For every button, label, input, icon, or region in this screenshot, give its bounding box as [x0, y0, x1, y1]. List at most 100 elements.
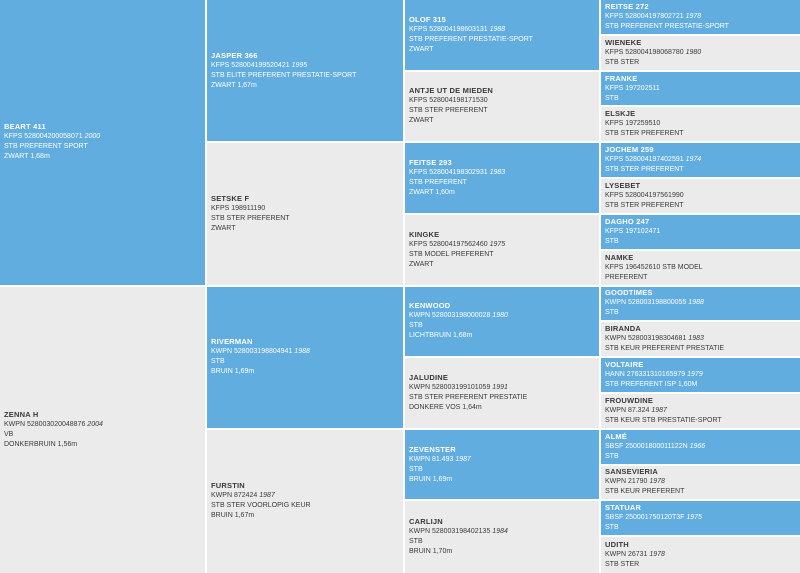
horse-predicate: PREFERENT: [605, 273, 648, 281]
pedigree-cell-g4-7[interactable]: NAMKE KFPS 196452610 STB MODEL PREFERENT: [601, 250, 800, 285]
horse-name[interactable]: ZEVENSTER: [409, 444, 456, 454]
horse-predicate: STB STER PREFERENT: [605, 166, 684, 174]
pedigree-cell-g4-14[interactable]: STATUAR SBSF 250001750120T3F 1975 STB: [601, 501, 800, 536]
horse-predicate: STB PREFERENT PRESTATIE-SPORT: [409, 35, 533, 43]
horse-registration: KFPS 528004200058071 2000: [4, 132, 201, 142]
horse-name[interactable]: STATUAR: [605, 503, 642, 513]
horse-name[interactable]: SETSKE F: [211, 193, 250, 203]
registration-number: KFPS 197202511: [605, 84, 660, 92]
pedigree-cell-g4-12[interactable]: ALMÉ SBSF 250001800011122N 1966 STB: [601, 429, 800, 464]
horse-color-height: BRUIN 1,69m: [409, 475, 453, 483]
horse-name[interactable]: GOODTIMES: [605, 288, 653, 298]
horse-info: REITSE 272 KFPS 528004197802721 1978 STB P…: [601, 2, 800, 32]
registration-number: SBSF 250001750120T3F: [605, 514, 685, 522]
horse-info: STATUAR SBSF 250001750120T3F 1975 STB: [601, 503, 800, 533]
pedigree-cell-g4-0[interactable]: REITSE 272 KFPS 528004197802721 1978 STB P…: [601, 0, 800, 34]
birth-year: 1975: [489, 240, 506, 248]
registration-number: KWPN 81.493: [409, 455, 454, 463]
pedigree-cell-g3-7[interactable]: CARLIJN KWPN 528003198402135 1984 STB BRUIN…: [405, 501, 599, 573]
horse-color-height: ZWART 1,67m: [211, 81, 257, 89]
horse-name[interactable]: FRANKE: [605, 73, 638, 83]
horse-registration: KFPS 528004197802721 1978: [605, 12, 796, 22]
horse-info: CARLIJN KWPN 528003198402135 1984 STB BRUIN…: [405, 517, 599, 557]
pedigree-cell-g2-1[interactable]: SETSKE F KFPS 198911190 STB STER PREFERENT…: [207, 143, 403, 285]
pedigree-cell-g1-1[interactable]: ZENNA H KWPN 528003020048876 2004 VB DONKER…: [0, 286, 205, 573]
horse-predicate: STB KEUR PREFERENT PRESTATIE: [605, 345, 725, 353]
horse-name[interactable]: REITSE 272: [605, 1, 649, 11]
horse-registration: KFPS 528004197402591 1974: [605, 155, 796, 165]
pedigree-cell-g3-3[interactable]: KINGKE KFPS 528004197562460 1975 STB MODEL…: [405, 214, 599, 285]
pedigree-cell-g4-8[interactable]: GOODTIMES KWPN 528003198800055 1988 STB: [601, 286, 800, 321]
horse-info: VOLTAIRE HANN 276331310165979 1979 STB PRE…: [601, 360, 800, 390]
horse-name[interactable]: BEART 411: [4, 122, 46, 132]
birth-year: 1988: [688, 299, 704, 307]
horse-name[interactable]: NAMKE: [605, 252, 634, 262]
horse-info: WIENEKE KFPS 528004198068780 1980 STB STER: [601, 38, 800, 68]
horse-predicate: STB STER PREFERENT: [605, 130, 684, 138]
registration-number: SBSF 250001800011122N: [605, 442, 688, 450]
horse-name[interactable]: DAGHO 247: [605, 216, 650, 226]
pedigree-cell-g3-1[interactable]: ANTJE UT DE MIEDEN KFPS 528004198171530 ST…: [405, 71, 599, 142]
horse-name[interactable]: FURSTIN: [211, 481, 245, 491]
horse-info: FRANKE KFPS 197202511 STB: [601, 74, 800, 104]
birth-year: 1980: [685, 48, 702, 56]
horse-predicate: STB: [211, 358, 225, 366]
horse-info: LYSEBET KFPS 528004197561990 STB STER PREF…: [601, 181, 800, 211]
pedigree-cell-g4-3[interactable]: ELSKJE KFPS 197259510 STB STER PREFERENT: [601, 107, 800, 142]
pedigree-cell-g4-6[interactable]: DAGHO 247 KFPS 197102471 STB: [601, 214, 800, 249]
pedigree-cell-g4-1[interactable]: WIENEKE KFPS 528004198068780 1980 STB STER: [601, 35, 800, 70]
horse-name[interactable]: LYSEBET: [605, 180, 641, 190]
horse-name[interactable]: ZENNA H: [4, 409, 39, 419]
horse-name[interactable]: JASPER 366: [211, 50, 258, 60]
horse-name[interactable]: BIRANDA: [605, 324, 641, 334]
horse-name[interactable]: FROUWDINE: [605, 395, 654, 405]
horse-info: JASPER 366 KFPS 528004199520421 1995 STB E…: [207, 51, 403, 91]
pedigree-cell-g3-5[interactable]: JALUDINE KWPN 528003199101059 1991 STB STE…: [405, 358, 599, 428]
horse-registration: KFPS 198911190: [211, 204, 399, 214]
pedigree-cell-g4-10[interactable]: VOLTAIRE HANN 276331310165979 1979 STB PRE…: [601, 358, 800, 392]
pedigree-cell-g4-5[interactable]: LYSEBET KFPS 528004197561990 STB STER PREF…: [601, 179, 800, 213]
pedigree-cell-g3-2[interactable]: FEITSE 293 KFPS 528004198302931 1983 STB P…: [405, 143, 599, 213]
horse-info: ZEVENSTER KWPN 81.493 1987 STB BRUIN 1,69m: [405, 445, 599, 485]
horse-name[interactable]: RIVERMAN: [211, 337, 253, 347]
pedigree-cell-g4-4[interactable]: JOCHEM 259 KFPS 528004197402591 1974 STB S…: [601, 143, 800, 178]
horse-name[interactable]: KENWOOD: [409, 301, 451, 311]
birth-year: 2004: [87, 420, 103, 428]
registration-number: KFPS 528004200058071: [4, 133, 83, 141]
pedigree-cell-g4-11[interactable]: FROUWDINE KWPN 87.324 1987 STB KEUR STB PR…: [601, 393, 800, 428]
pedigree-cell-g2-2[interactable]: RIVERMAN KWPN 528003198804941 1988 STB BRUI…: [207, 286, 403, 428]
horse-name[interactable]: ELSKJE: [605, 109, 636, 119]
horse-name[interactable]: FEITSE 293: [409, 158, 452, 168]
pedigree-cell-g4-15[interactable]: UDITH KWPN 26731 1978 STB STER: [601, 537, 800, 573]
horse-info: ALMÉ SBSF 250001800011122N 1966 STB: [601, 432, 800, 462]
horse-registration: KWPN 528003020048876 2004: [4, 420, 201, 430]
horse-registration: SBSF 250001800011122N 1966: [605, 442, 796, 452]
pedigree-cell-g4-13[interactable]: SANSEVIERIA KWPN 21790 1978 STB KEUR PREFE…: [601, 465, 800, 500]
pedigree-cell-g1-0[interactable]: BEART 411 KFPS 528004200058071 2000 STB PR…: [0, 0, 205, 285]
birth-year: 2000: [84, 133, 101, 141]
horse-predicate: STB: [409, 465, 423, 473]
registration-number: KWPN 872424: [211, 492, 258, 500]
horse-name[interactable]: VOLTAIRE: [605, 360, 644, 370]
horse-name[interactable]: OLOF 315: [409, 14, 447, 24]
horse-name[interactable]: WIENEKE: [605, 37, 642, 47]
horse-name[interactable]: ANTJE UT DE MIEDEN: [409, 86, 494, 96]
pedigree-cell-g3-4[interactable]: KENWOOD KWPN 528003198000028 1980 STB LICHT…: [405, 286, 599, 357]
horse-name[interactable]: ALMÉ: [605, 431, 628, 441]
pedigree-cell-g2-3[interactable]: FURSTIN KWPN 872424 1987 STB STER VOORLOPI…: [207, 429, 403, 573]
horse-info: JALUDINE KWPN 528003199101059 1991 STB STE…: [405, 373, 599, 413]
registration-number: KFPS 528004199520421: [211, 61, 290, 69]
horse-registration: KWPN 21790 1978: [605, 477, 796, 487]
pedigree-cell-g2-0[interactable]: JASPER 366 KFPS 528004199520421 1995 STB E…: [207, 0, 403, 142]
horse-name[interactable]: UDITH: [605, 540, 629, 550]
horse-name[interactable]: JALUDINE: [409, 372, 449, 382]
horse-name[interactable]: CARLIJN: [409, 517, 443, 527]
pedigree-cell-g3-6[interactable]: ZEVENSTER KWPN 81.493 1987 STB BRUIN 1,69m: [405, 429, 599, 500]
pedigree-cell-g3-0[interactable]: OLOF 315 KFPS 528004198603131 1988 STB PRE…: [405, 0, 599, 70]
horse-name[interactable]: KINGKE: [409, 229, 440, 239]
pedigree-cell-g4-2[interactable]: FRANKE KFPS 197202511 STB: [601, 71, 800, 106]
horse-name[interactable]: JOCHEM 259: [605, 145, 654, 155]
horse-name[interactable]: SANSEVIERIA: [605, 467, 659, 477]
pedigree-cell-g4-9[interactable]: BIRANDA KWPN 528003198304681 1983 STB KEUR…: [601, 322, 800, 357]
